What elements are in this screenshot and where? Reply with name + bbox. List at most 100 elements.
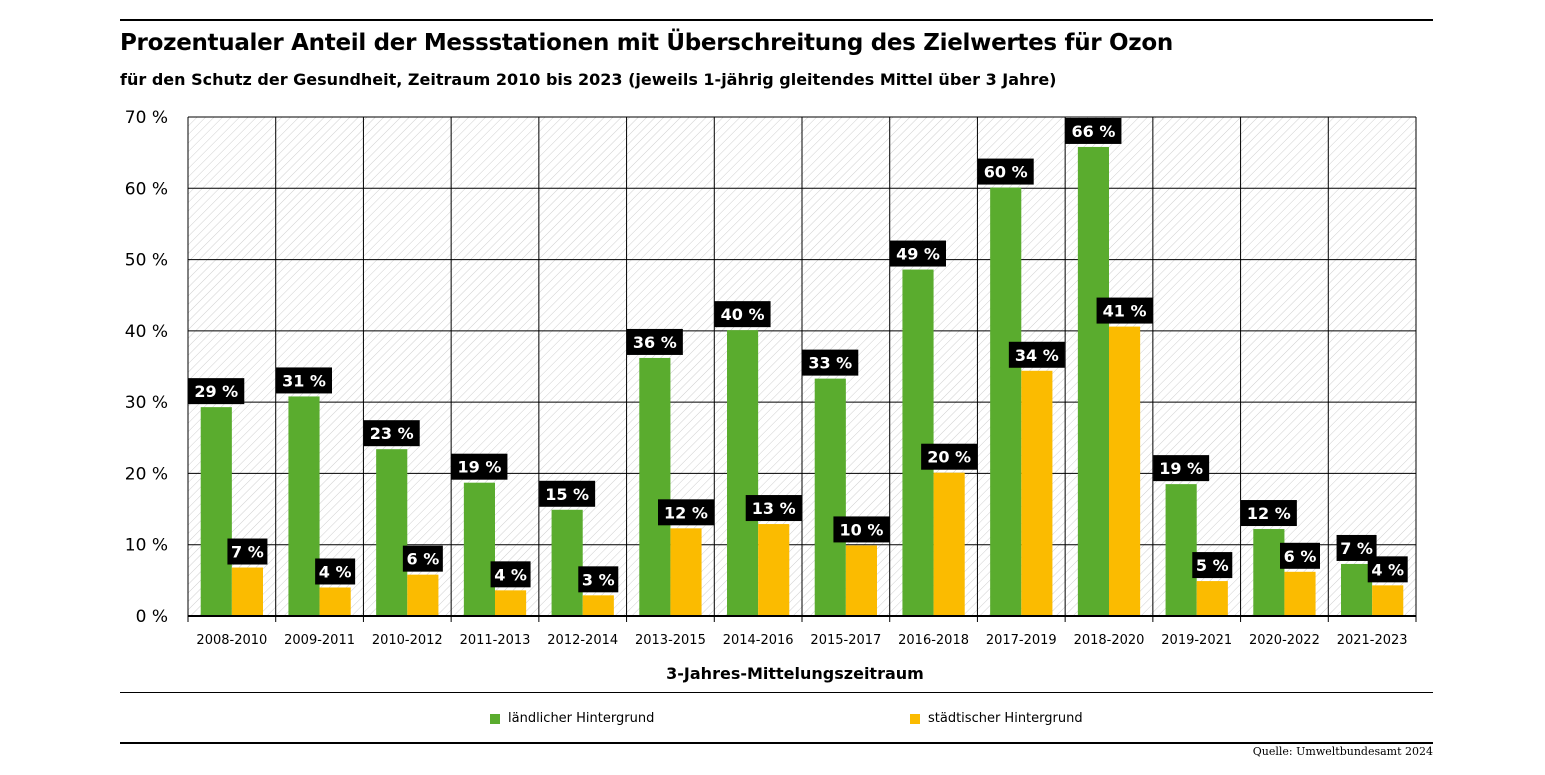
data-label-rural: 40 % bbox=[721, 305, 765, 324]
chart-title: Prozentualer Anteil der Messstationen mi… bbox=[120, 30, 1173, 56]
x-tick-label: 2008-2010 bbox=[196, 633, 267, 648]
bar-urban bbox=[933, 472, 965, 616]
data-label-bg-urban bbox=[578, 566, 619, 593]
data-label-bg-rural bbox=[1153, 455, 1210, 482]
data-label-bg-rural bbox=[626, 328, 683, 355]
bar-rural bbox=[727, 330, 759, 616]
x-tick-label: 2010-2012 bbox=[372, 633, 443, 648]
data-label-bg-rural bbox=[539, 480, 596, 507]
bar-rural bbox=[639, 357, 671, 616]
legend-swatch-urban bbox=[910, 713, 920, 724]
legend-label-rural: ländlicher Hintergrund bbox=[508, 711, 655, 726]
legend-top-rule bbox=[120, 692, 1433, 693]
bar-urban bbox=[1284, 571, 1316, 616]
data-label-bg-urban bbox=[1192, 552, 1233, 579]
data-label-bg-rural bbox=[890, 240, 947, 267]
legend-swatch-rural bbox=[490, 713, 500, 724]
data-label-urban: 13 % bbox=[752, 499, 796, 518]
y-tick-label: 0 % bbox=[136, 607, 168, 627]
data-label-bg-urban bbox=[745, 495, 802, 522]
data-label-rural: 31 % bbox=[282, 371, 326, 390]
data-label-urban: 6 % bbox=[1284, 547, 1317, 566]
bar-chart: 29 % 7 % 31 % 4 % 23 % 6 % 19 % 4 % 15 % 3 % 36 % 1… bbox=[125, 108, 1417, 683]
data-label-bg-rural bbox=[802, 349, 859, 376]
y-tick-label: 40 % bbox=[125, 322, 168, 342]
bar-rural bbox=[200, 407, 232, 616]
bar-urban bbox=[582, 595, 614, 616]
bottom-rule bbox=[120, 742, 1433, 744]
bar-rural bbox=[902, 269, 934, 616]
bar-urban bbox=[670, 528, 702, 616]
data-label-rural: 15 % bbox=[545, 485, 589, 504]
data-label-urban: 3 % bbox=[582, 570, 615, 589]
legend-item-rural: ländlicher Hintergrund bbox=[490, 711, 654, 726]
bar-urban bbox=[407, 574, 439, 616]
data-label-bg-rural bbox=[1240, 500, 1297, 527]
x-tick-label: 2016-2018 bbox=[898, 633, 969, 648]
data-label-rural: 66 % bbox=[1071, 122, 1115, 141]
x-tick-label: 2019-2021 bbox=[1161, 633, 1232, 648]
y-tick-label: 50 % bbox=[125, 251, 168, 271]
data-label-bg-rural bbox=[363, 420, 420, 447]
top-rule bbox=[120, 19, 1433, 21]
data-label-bg-urban bbox=[1008, 341, 1065, 368]
data-label-urban: 6 % bbox=[406, 550, 439, 569]
data-label-urban: 20 % bbox=[927, 448, 971, 467]
y-tick-label: 10 % bbox=[125, 536, 168, 556]
data-label-bg-rural bbox=[188, 378, 245, 405]
x-tick-label: 2011-2013 bbox=[460, 633, 531, 648]
x-tick-label: 2018-2020 bbox=[1074, 633, 1145, 648]
bar-urban bbox=[1372, 585, 1404, 616]
data-label-bg-urban bbox=[1279, 542, 1320, 569]
bar-rural bbox=[288, 396, 320, 616]
y-tick-label: 20 % bbox=[125, 464, 168, 484]
data-label-bg-urban bbox=[227, 538, 268, 565]
bar-urban bbox=[231, 567, 263, 616]
x-tick-label: 2012-2014 bbox=[547, 633, 618, 648]
data-label-urban: 4 % bbox=[1371, 560, 1404, 579]
data-label-rural: 33 % bbox=[808, 354, 852, 373]
data-label-rural: 12 % bbox=[1247, 504, 1291, 523]
x-tick-label: 2015-2017 bbox=[810, 633, 881, 648]
data-label-urban: 4 % bbox=[319, 562, 352, 581]
data-label-urban: 5 % bbox=[1196, 556, 1229, 575]
data-label-rural: 36 % bbox=[633, 333, 677, 352]
y-tick-label: 30 % bbox=[125, 393, 168, 413]
data-label-urban: 4 % bbox=[494, 565, 527, 584]
bars bbox=[200, 146, 1404, 616]
bar-rural bbox=[990, 187, 1022, 616]
legend-label-urban: städtischer Hintergrund bbox=[928, 711, 1083, 726]
data-label-rural: 23 % bbox=[370, 424, 414, 443]
bar-urban bbox=[845, 545, 877, 616]
bar-rural bbox=[1341, 563, 1373, 616]
bar-urban bbox=[1021, 370, 1053, 616]
x-tick-label: 2009-2011 bbox=[284, 633, 355, 648]
bar-urban bbox=[495, 590, 527, 616]
bar-rural bbox=[1165, 484, 1197, 616]
data-label-bg-rural bbox=[276, 367, 333, 394]
data-label-bg-urban bbox=[921, 443, 978, 470]
data-label-urban: 10 % bbox=[839, 520, 883, 539]
x-axis-label: 3-Jahres-Mittelungszeitraum bbox=[666, 664, 924, 683]
data-label-bg-rural bbox=[977, 158, 1034, 185]
x-tick-label: 2021-2023 bbox=[1337, 633, 1408, 648]
data-labels: 29 % 7 % 31 % 4 % 23 % 6 % 19 % 4 % 15 % 3 % 36 % 1… bbox=[188, 117, 1408, 593]
chart-subtitle: für den Schutz der Gesundheit, Zeitraum … bbox=[120, 70, 1057, 89]
bar-urban bbox=[319, 587, 351, 616]
bar-urban bbox=[1109, 326, 1141, 616]
bar-rural bbox=[463, 482, 495, 616]
data-label-bg-rural bbox=[451, 453, 508, 480]
bar-rural bbox=[551, 509, 583, 616]
axes: 0 % 10 % 20 % 30 % 40 % 50 % 60 % 70 % 2008-2010… bbox=[125, 108, 1417, 648]
bar-rural bbox=[1077, 146, 1109, 616]
x-tick-label: 2014-2016 bbox=[723, 633, 794, 648]
bar-rural bbox=[1253, 529, 1285, 616]
data-label-bg-urban bbox=[315, 558, 356, 585]
source-note: Quelle: Umweltbundesamt 2024 bbox=[1252, 745, 1433, 758]
data-label-rural: 19 % bbox=[457, 458, 501, 477]
data-label-bg-urban bbox=[490, 561, 531, 588]
x-tick-label: 2020-2022 bbox=[1249, 633, 1320, 648]
bar-rural bbox=[814, 378, 846, 616]
data-label-rural: 19 % bbox=[1159, 459, 1203, 478]
data-label-urban: 12 % bbox=[664, 503, 708, 522]
